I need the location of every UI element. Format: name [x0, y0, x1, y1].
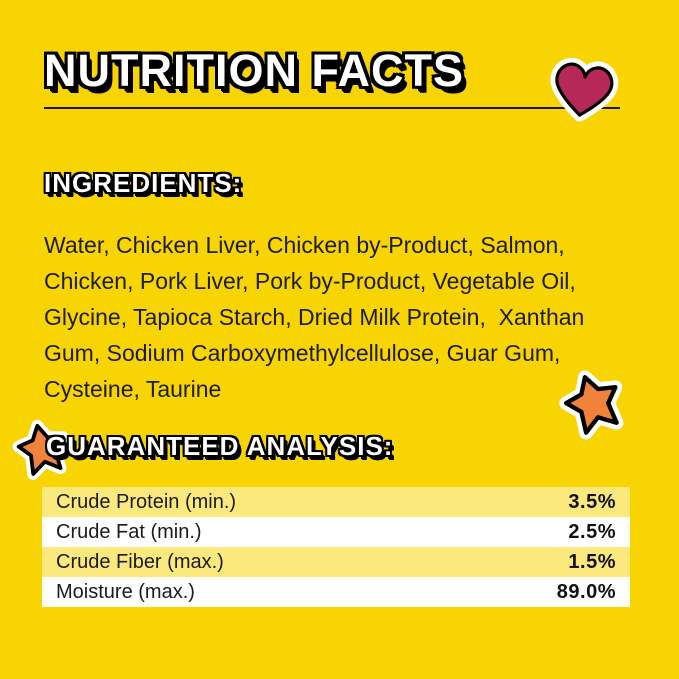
star-icon [10, 416, 74, 480]
analysis-row-label: Crude Protein (min.) [56, 490, 237, 513]
table-row: Crude Protein (min.) 3.5% [42, 487, 630, 517]
analysis-row-label: Moisture (max.) [56, 580, 195, 603]
guaranteed-analysis-heading: GUARANTEED ANALYSIS: [46, 431, 394, 461]
star-icon [554, 363, 632, 441]
analysis-row-value: 2.5% [568, 520, 616, 543]
analysis-row-label: Crude Fiber (max.) [56, 550, 224, 573]
analysis-row-label: Crude Fat (min.) [56, 520, 202, 543]
title-divider [44, 107, 620, 109]
ingredients-line: Cysteine, Taurine [44, 376, 222, 402]
analysis-row-value: 89.0% [556, 580, 616, 603]
ingredients-heading: INGREDIENTS: [44, 168, 243, 198]
ingredients-line: Chicken, Pork Liver, Pork by-Product, Ve… [44, 268, 576, 294]
table-row: Crude Fiber (max.) 1.5% [42, 547, 630, 577]
page-title: NUTRITION FACTS [44, 45, 464, 96]
ingredients-line: Water, Chicken Liver, Chicken by-Product… [44, 232, 565, 258]
analysis-row-value: 1.5% [568, 550, 616, 573]
ingredients-line: Glycine, Tapioca Starch, Dried Milk Prot… [44, 304, 585, 330]
heart-icon [547, 56, 619, 126]
ingredients-line: Gum, Sodium Carboxymethylcellulose, Guar… [44, 340, 561, 366]
table-row: Crude Fat (min.) 2.5% [42, 517, 630, 547]
ingredients-text: Water, Chicken Liver, Chicken by-Product… [44, 227, 584, 407]
analysis-row-value: 3.5% [568, 490, 616, 513]
table-row: Moisture (max.) 89.0% [42, 577, 630, 607]
guaranteed-analysis-table: Crude Protein (min.) 3.5% Crude Fat (min… [42, 487, 630, 607]
